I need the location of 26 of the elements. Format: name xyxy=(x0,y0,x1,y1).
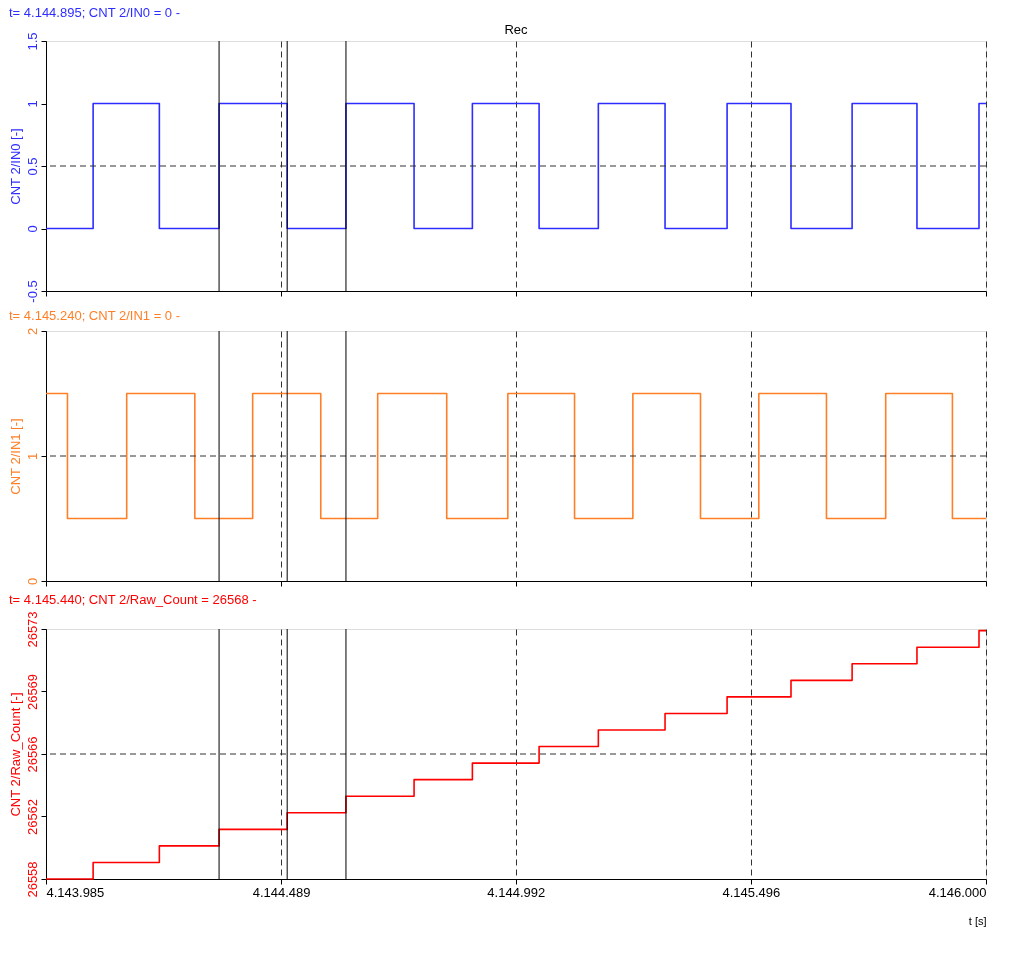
x-tick-label: 4.146.000 xyxy=(928,884,987,900)
y-axis-title: CNT 2/IN0 [-] xyxy=(7,128,23,205)
y-tick-label: 0.5 xyxy=(24,157,40,176)
y-tick-label: 26562 xyxy=(24,798,40,836)
chart-title: t= 4.144.895; CNT 2/IN0 = 0 - xyxy=(9,5,181,20)
x-axis-title: t [s] xyxy=(968,914,987,927)
x-tick-label: 4.144.992 xyxy=(487,884,546,900)
y-axis-title: CNT 2/IN1 [-] xyxy=(7,418,23,495)
chart-title: t= 4.145.240; CNT 2/IN1 = 0 - xyxy=(9,308,181,324)
y-tick-label: 26558 xyxy=(24,861,40,898)
x-tick-label: 4.143.985 xyxy=(46,884,105,900)
y-tick-label: -0.5 xyxy=(24,280,40,303)
y-tick-label: 1 xyxy=(24,100,40,108)
chart-title: t= 4.145.440; CNT 2/Raw_Count = 26568 - xyxy=(9,591,257,607)
y-tick-label: 0 xyxy=(24,577,40,586)
y-tick-label: 1 xyxy=(24,452,40,461)
x-tick-label: 4.145.496 xyxy=(722,884,781,900)
y-tick-label: 26573 xyxy=(24,611,40,648)
y-tick-label: 1.5 xyxy=(24,32,40,51)
y-tick-label: 2 xyxy=(24,327,40,336)
text: Rec xyxy=(504,22,529,37)
y-tick-label: 26566 xyxy=(24,736,40,773)
x-tick-label: 4.144.489 xyxy=(252,884,311,900)
y-tick-label: 26569 xyxy=(24,673,40,711)
y-tick-label: 0 xyxy=(24,225,40,233)
y-axis-title: CNT 2/Raw_Count [-] xyxy=(7,692,23,817)
